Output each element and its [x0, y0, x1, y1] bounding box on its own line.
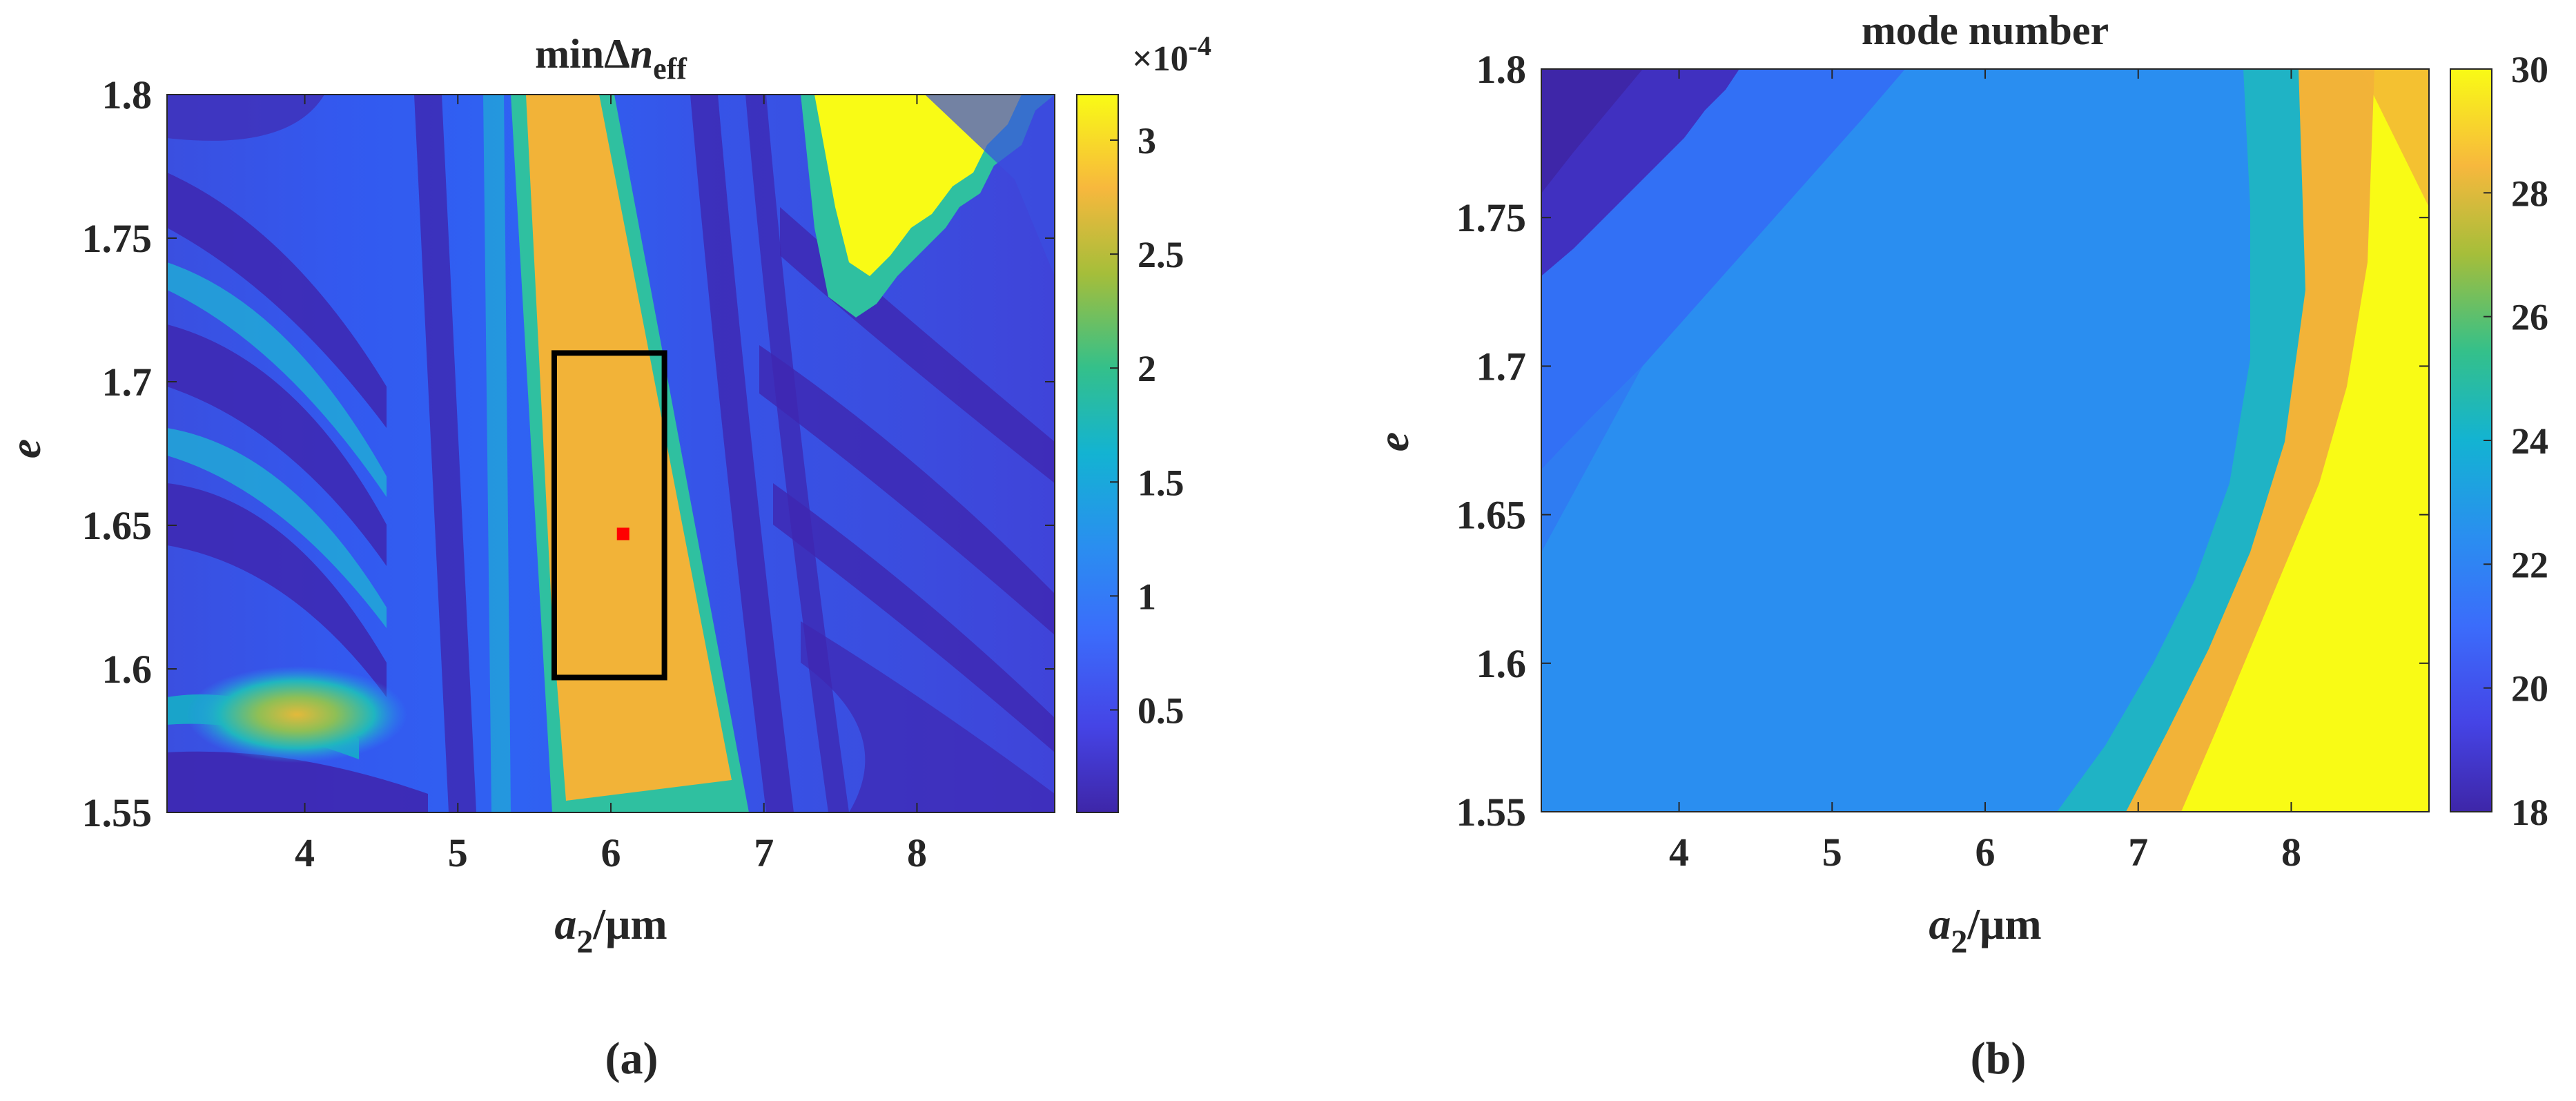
heatmap-a-field — [167, 95, 1055, 812]
xlabel-b-rest: /μm — [1967, 899, 2041, 948]
colorbar-tick-label: 2 — [1138, 348, 1156, 389]
y-tick-label: 1.7 — [102, 360, 153, 405]
y-tick-label: 1.55 — [1456, 790, 1527, 835]
y-tick-label: 1.65 — [82, 503, 153, 548]
colorbar-tick-label: 0.5 — [1138, 690, 1184, 731]
title-a-main: minΔ — [535, 31, 630, 77]
y-axis-ticks-b: 1.55 1.6 1.65 1.7 1.75 1.8 — [1456, 47, 2429, 835]
y-axis-label-a: e — [1, 439, 50, 458]
colorbar-tick-label: 18 — [2511, 792, 2548, 833]
optimum-marker — [616, 527, 630, 540]
x-tick-label: 7 — [2128, 830, 2148, 875]
y-tick-label: 1.65 — [1456, 493, 1527, 538]
xlabel-b-subscript: 2 — [1951, 924, 1967, 960]
x-tick-label: 6 — [601, 830, 621, 875]
panel-label-b: (b) — [1971, 1033, 2027, 1084]
y-tick-label: 1.6 — [1476, 641, 1527, 686]
y-tick-label: 1.8 — [1476, 47, 1527, 92]
x-axis-label-a: a2/μm — [554, 899, 667, 960]
y-tick-label: 1.6 — [102, 647, 153, 692]
x-tick-label: 6 — [1975, 830, 1996, 875]
x-axis-label-b: a2/μm — [1929, 899, 2041, 960]
title-a-subscript: eff — [653, 52, 687, 86]
colorbar-a — [1076, 94, 1119, 813]
title-a-italic: n — [630, 31, 653, 77]
colorbar-a-multiplier: ×10-4 — [1132, 30, 1211, 79]
colorbar-tick-label: 2.5 — [1138, 234, 1184, 275]
chart-title-a: minΔneff — [535, 31, 687, 86]
y-tick-label: 1.8 — [102, 72, 153, 117]
y-tick-label: 1.55 — [82, 790, 153, 835]
x-tick-label: 8 — [2281, 830, 2301, 875]
y-tick-label: 1.75 — [1456, 195, 1527, 240]
xlabel-a-rest: /μm — [592, 899, 667, 948]
x-tick-label: 5 — [448, 830, 468, 875]
x-tick-label: 5 — [1822, 830, 1842, 875]
colorbar-tick-label: 3 — [1138, 120, 1156, 162]
colorbar-tick-label: 1 — [1138, 576, 1156, 617]
colorbar-tick-label: 22 — [2511, 544, 2548, 585]
panel-label-a: (a) — [605, 1033, 658, 1084]
heatmap-b-field — [1541, 69, 2429, 812]
colorbar-tick-label: 30 — [2511, 49, 2548, 90]
colorbar-tick-label: 26 — [2511, 297, 2548, 338]
x-tick-label: 8 — [907, 830, 927, 875]
colorbar-tick-label: 28 — [2511, 173, 2548, 214]
colorbar-a-ticks: 0.5 1 1.5 2 2.5 3 — [1110, 120, 1184, 731]
x-axis-ticks-b: 4 5 6 7 8 — [1669, 69, 2301, 875]
multiplier-exponent: -4 — [1189, 30, 1211, 61]
x-axis-ticks-a: 4 5 6 7 8 — [295, 95, 927, 875]
y-tick-label: 1.75 — [82, 216, 153, 261]
chart-title-b: mode number — [1862, 8, 2109, 53]
highlight-rectangle — [551, 350, 667, 681]
colorbar-tick-label: 1.5 — [1138, 462, 1184, 503]
multiplier-base: ×10 — [1132, 39, 1189, 79]
xlabel-b-italic: a — [1929, 899, 1951, 948]
colorbar-tick-label: 24 — [2511, 420, 2548, 462]
x-tick-label: 4 — [295, 830, 315, 875]
x-tick-label: 7 — [754, 830, 774, 875]
x-tick-label: 4 — [1669, 830, 1689, 875]
y-axis-label-b: e — [1369, 432, 1418, 451]
xlabel-a-italic: a — [554, 899, 576, 948]
colorbar-b-ticks: 18 20 22 24 26 28 30 — [2484, 49, 2548, 833]
y-tick-label: 1.7 — [1476, 344, 1527, 389]
xlabel-a-subscript: 2 — [576, 924, 593, 960]
colorbar-tick-label: 20 — [2511, 668, 2548, 710]
y-axis-ticks-a: 1.55 1.6 1.65 1.7 1.75 1.8 — [82, 72, 1055, 835]
